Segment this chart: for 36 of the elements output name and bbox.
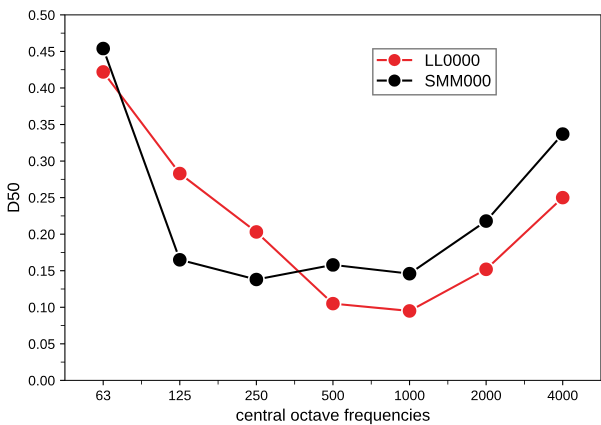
x-tick-label: 500	[322, 390, 344, 400]
point	[478, 260, 495, 278]
point	[554, 126, 572, 142]
y-tick-label: 0.50	[28, 10, 55, 20]
point	[248, 224, 265, 240]
y-tick-label: 0.40	[28, 83, 55, 94]
x-tick-label: 63	[96, 390, 110, 400]
legend-label: SMM000	[425, 74, 491, 87]
point	[401, 302, 418, 320]
y-tick-label: 0.45	[28, 46, 55, 57]
point	[94, 63, 112, 80]
y-tick-label: 0.30	[28, 156, 55, 166]
legend-label: LL0000	[426, 54, 480, 66]
point	[478, 212, 495, 230]
y-tick-label: 0.25	[28, 192, 55, 203]
y-tick-label: 0.20	[28, 230, 55, 240]
point	[401, 265, 418, 282]
x-tick-label: 4000	[548, 390, 578, 400]
point	[324, 256, 342, 274]
y-tick-label: 0.15	[28, 266, 55, 276]
point	[554, 189, 572, 206]
point	[171, 251, 188, 268]
point	[94, 40, 112, 57]
point	[171, 165, 188, 182]
point	[248, 271, 265, 288]
y-axis-title: D50	[8, 182, 20, 212]
y-tick-label: 0.00	[28, 376, 55, 386]
x-tick-label: 250	[245, 390, 268, 400]
x-tick-label: 1000	[395, 390, 424, 400]
point	[324, 295, 342, 312]
y-tick-label: 0.35	[28, 120, 55, 130]
y-tick-label: 0.05	[28, 339, 55, 349]
x-axis-title: central octave frequencies	[236, 408, 430, 424]
x-tick-label: 2000	[471, 390, 502, 400]
y-tick-label: 0.10	[28, 302, 55, 312]
x-tick-label: 125	[169, 390, 191, 400]
